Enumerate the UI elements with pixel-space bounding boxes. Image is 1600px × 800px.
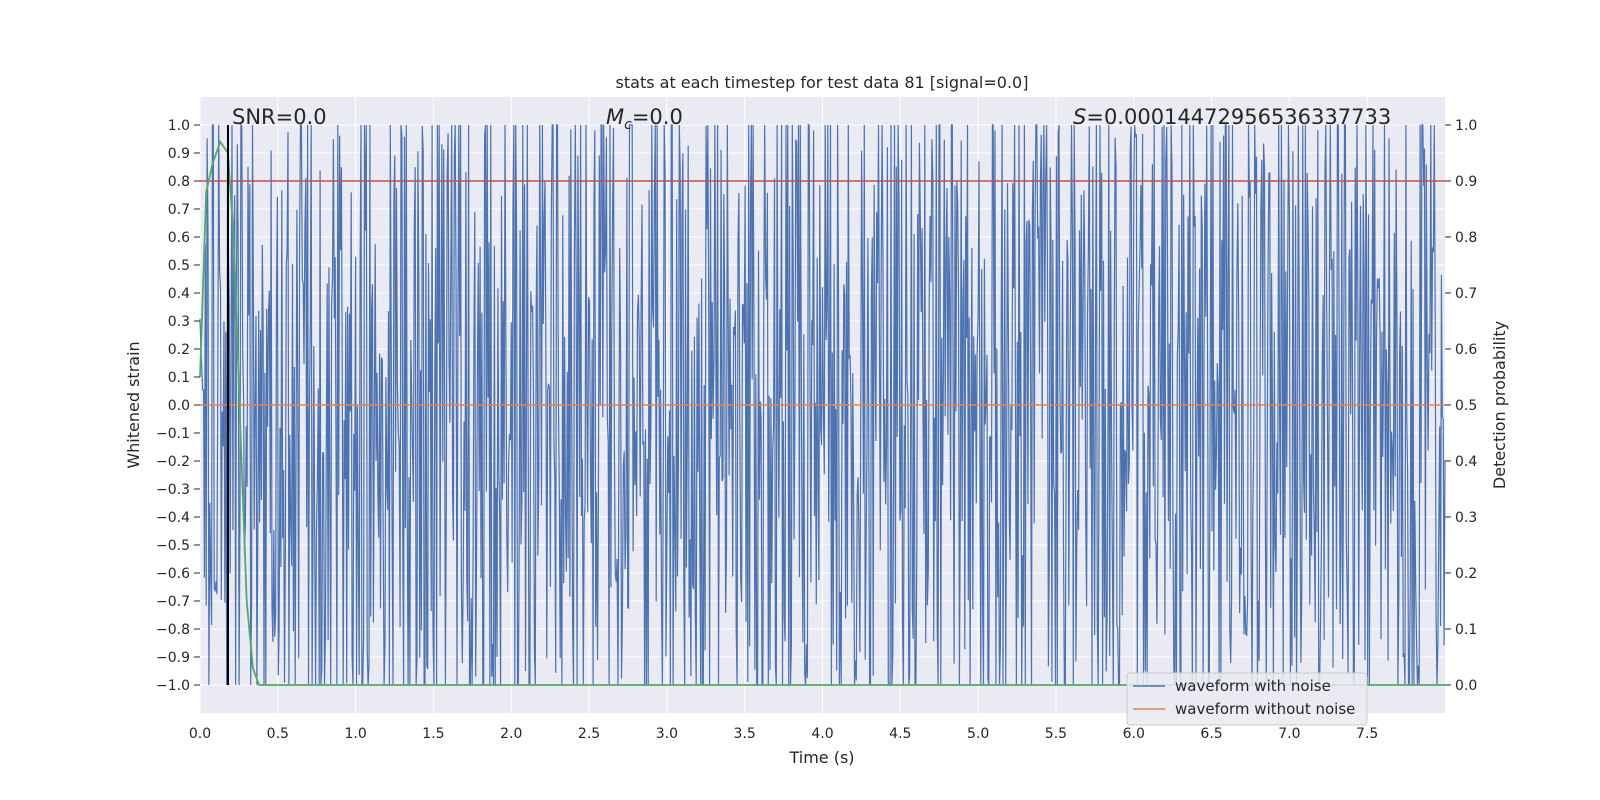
x-tick-label: 3.0 [656, 726, 678, 742]
detection-probability-line [199, 139, 1445, 686]
chirp-mass-value: =0.0 [632, 105, 683, 129]
y-tick-label: −1.0 [156, 678, 190, 694]
y-tick-label: 0.1 [168, 370, 190, 386]
x-tick-label: 7.5 [1356, 726, 1378, 742]
y2-tick-label: 0.6 [1455, 342, 1477, 358]
y-tick-label: 0.7 [168, 202, 190, 218]
legend-label-noise: waveform with noise [1175, 677, 1331, 695]
legend: waveform with noise waveform without noi… [1126, 672, 1368, 726]
chirp-mass-subscript: c [624, 117, 632, 133]
y2-tick-label: 0.2 [1455, 566, 1477, 582]
x-tick-label: 4.0 [811, 726, 833, 742]
y-axis-label: Whitened strain [124, 341, 143, 468]
y-tick-label: −0.1 [156, 426, 190, 442]
snr-statistic-annotation: S=0.00014472956536337733 [1073, 105, 1391, 129]
x-tick-label: 6.0 [1123, 726, 1145, 742]
waveform-with-noise-series [199, 123, 1446, 687]
x-tick-label: 6.5 [1200, 726, 1222, 742]
waveform-with-noise-line [199, 123, 1446, 687]
y-tick-label: −0.3 [156, 482, 190, 498]
y2-tick-label: 0.5 [1455, 398, 1477, 414]
statistic-symbol: S [1073, 105, 1086, 129]
y-tick-label: −0.4 [156, 510, 190, 526]
x-tick-label: 7.0 [1278, 726, 1300, 742]
y-tick-label: −0.5 [156, 538, 190, 554]
y-tick-label: 0.0 [168, 398, 190, 414]
y-tick-label: 0.4 [168, 286, 190, 302]
y2-axis-label: Detection probability [1490, 321, 1509, 489]
x-tick-label: 2.5 [578, 726, 600, 742]
x-tick-label: 3.5 [734, 726, 756, 742]
y2-tick-label: 0.4 [1455, 454, 1477, 470]
y-axis-ticks: 1.0 0.9 0.8 0.7 0.6 0.5 0.4 0.3 0.2 0.1 0.0 −0.1 −0.… [156, 118, 200, 694]
y-tick-label: 0.6 [168, 230, 190, 246]
y2-tick-label: 0.1 [1455, 622, 1477, 638]
y-tick-label: −0.8 [156, 622, 190, 638]
y-tick-label: 1.0 [168, 118, 190, 134]
y2-tick-label: 0.9 [1455, 174, 1477, 190]
x-tick-label: 0.0 [189, 726, 211, 742]
x-tick-label: 4.5 [889, 726, 911, 742]
y-tick-label: 0.2 [168, 342, 190, 358]
x-tick-label: 1.0 [344, 726, 366, 742]
legend-label-clean: waveform without noise [1175, 700, 1355, 718]
y2-tick-label: 0.7 [1455, 286, 1477, 302]
y-tick-label: −0.7 [156, 594, 190, 610]
y-tick-label: −0.6 [156, 566, 190, 582]
y2-tick-label: 0.0 [1455, 678, 1477, 694]
snr-annotation: SNR=0.0 [232, 105, 327, 129]
chart-title: stats at each timestep for test data 81 … [616, 73, 1029, 92]
chirp-mass-symbol: M [606, 105, 624, 129]
y2-axis-ticks: 1.0 0.9 0.8 0.7 0.6 0.5 0.4 0.3 0.2 0.1 0.0 [1445, 118, 1477, 694]
legend-box [1126, 672, 1368, 726]
statistic-value: =0.00014472956536337733 [1086, 105, 1391, 129]
y-tick-label: 0.3 [168, 314, 190, 330]
chirp-mass-annotation: Mc=0.0 [606, 105, 683, 133]
x-tick-label: 0.5 [267, 726, 289, 742]
y-tick-label: 0.8 [168, 174, 190, 190]
y-tick-label: 0.9 [168, 146, 190, 162]
x-tick-label: 5.0 [967, 726, 989, 742]
y2-tick-label: 0.8 [1455, 230, 1477, 246]
overlay-lines [199, 125, 1445, 686]
y-tick-label: 0.5 [168, 258, 190, 274]
y-tick-label: −0.2 [156, 454, 190, 470]
x-tick-label: 5.5 [1045, 726, 1067, 742]
x-tick-label: 2.0 [500, 726, 522, 742]
y2-tick-label: 0.3 [1455, 510, 1477, 526]
x-axis-ticks: 0.0 0.5 1.0 1.5 2.0 2.5 3.0 3.5 4.0 4.5 5.0 5.5 6.0 6… [189, 726, 1378, 742]
x-tick-label: 1.5 [422, 726, 444, 742]
y-tick-label: −0.9 [156, 650, 190, 666]
y2-tick-label: 1.0 [1455, 118, 1477, 134]
x-axis-label: Time (s) [788, 748, 854, 767]
